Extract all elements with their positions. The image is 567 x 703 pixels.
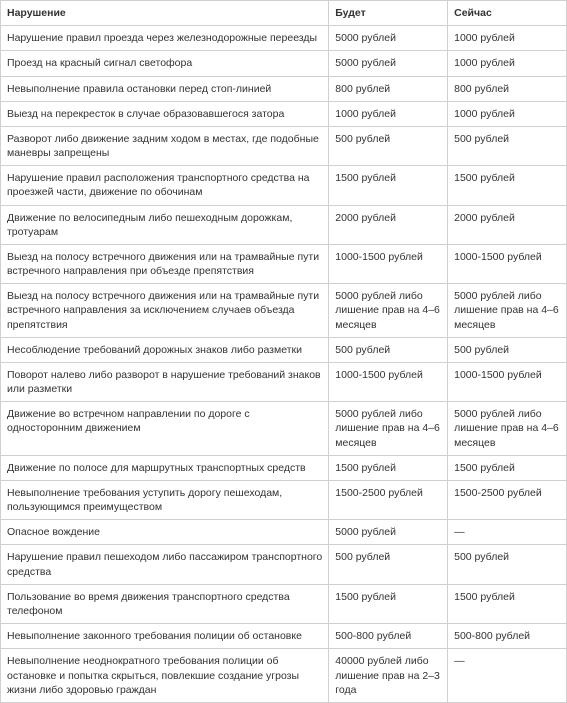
- cell-now: —: [448, 520, 567, 545]
- cell-now: 1500 рублей: [448, 166, 567, 205]
- cell-violation: Нарушение правил проезда через железнодо…: [1, 26, 329, 51]
- cell-now: 500 рублей: [448, 545, 567, 584]
- table-row: Нарушение правил проезда через железнодо…: [1, 26, 567, 51]
- cell-now: 1000 рублей: [448, 101, 567, 126]
- cell-will-be: 5000 рублей: [329, 520, 448, 545]
- cell-now: 1000 рублей: [448, 51, 567, 76]
- cell-violation: Нарушение правил пешеходом либо пассажир…: [1, 545, 329, 584]
- table-row: Невыполнение неоднократного требования п…: [1, 649, 567, 703]
- table-row: Несоблюдение требований дорожных знаков …: [1, 337, 567, 362]
- table-head: Нарушение Будет Сейчас: [1, 1, 567, 26]
- col-now: Сейчас: [448, 1, 567, 26]
- cell-violation: Поворот налево либо разворот в нарушение…: [1, 362, 329, 401]
- cell-will-be: 5000 рублей либо лишение прав на 4–6 мес…: [329, 284, 448, 338]
- table-row: Поворот налево либо разворот в нарушение…: [1, 362, 567, 401]
- cell-violation: Проезд на красный сигнал светофора: [1, 51, 329, 76]
- cell-will-be: 40000 рублей либо лишение прав на 2–3 го…: [329, 649, 448, 703]
- table-row: Проезд на красный сигнал светофора5000 р…: [1, 51, 567, 76]
- table-body: Нарушение правил проезда через железнодо…: [1, 26, 567, 703]
- cell-will-be: 2000 рублей: [329, 205, 448, 244]
- cell-violation: Разворот либо движение задним ходом в ме…: [1, 126, 329, 165]
- table-row: Невыполнение законного требования полици…: [1, 624, 567, 649]
- table-row: Движение во встречном направлении по дор…: [1, 402, 567, 456]
- cell-will-be: 500-800 рублей: [329, 624, 448, 649]
- table-row: Движение по велосипедным либо пешеходным…: [1, 205, 567, 244]
- cell-now: 5000 рублей либо лишение прав на 4–6 мес…: [448, 284, 567, 338]
- cell-violation: Невыполнение правила остановки перед сто…: [1, 76, 329, 101]
- cell-now: 1000-1500 рублей: [448, 362, 567, 401]
- fines-table: Нарушение Будет Сейчас Нарушение правил …: [0, 0, 567, 703]
- cell-violation: Нарушение правил расположения транспортн…: [1, 166, 329, 205]
- table-row: Выезд на полосу встречного движения или …: [1, 284, 567, 338]
- cell-violation: Несоблюдение требований дорожных знаков …: [1, 337, 329, 362]
- table-row: Выезд на перекресток в случае образовавш…: [1, 101, 567, 126]
- cell-will-be: 500 рублей: [329, 126, 448, 165]
- cell-will-be: 1500 рублей: [329, 166, 448, 205]
- cell-violation: Невыполнение требования уступить дорогу …: [1, 480, 329, 519]
- cell-now: 1000-1500 рублей: [448, 244, 567, 283]
- cell-violation: Невыполнение неоднократного требования п…: [1, 649, 329, 703]
- cell-now: 5000 рублей либо лишение прав на 4–6 мес…: [448, 402, 567, 456]
- cell-will-be: 5000 рублей либо лишение прав на 4–6 мес…: [329, 402, 448, 456]
- cell-violation: Выезд на полосу встречного движения или …: [1, 244, 329, 283]
- cell-violation: Невыполнение законного требования полици…: [1, 624, 329, 649]
- table-row: Невыполнение требования уступить дорогу …: [1, 480, 567, 519]
- table-row: Невыполнение правила остановки перед сто…: [1, 76, 567, 101]
- cell-will-be: 5000 рублей: [329, 26, 448, 51]
- cell-will-be: 800 рублей: [329, 76, 448, 101]
- cell-now: 1000 рублей: [448, 26, 567, 51]
- cell-violation: Выезд на перекресток в случае образовавш…: [1, 101, 329, 126]
- cell-will-be: 1500-2500 рублей: [329, 480, 448, 519]
- cell-will-be: 500 рублей: [329, 545, 448, 584]
- cell-violation: Опасное вождение: [1, 520, 329, 545]
- cell-now: 500 рублей: [448, 126, 567, 165]
- cell-violation: Движение по велосипедным либо пешеходным…: [1, 205, 329, 244]
- table-row: Движение по полосе для маршрутных трансп…: [1, 455, 567, 480]
- cell-will-be: 5000 рублей: [329, 51, 448, 76]
- table-row: Нарушение правил пешеходом либо пассажир…: [1, 545, 567, 584]
- cell-now: 500 рублей: [448, 337, 567, 362]
- cell-will-be: 1000 рублей: [329, 101, 448, 126]
- cell-will-be: 1000-1500 рублей: [329, 244, 448, 283]
- table-row: Нарушение правил расположения транспортн…: [1, 166, 567, 205]
- table-row: Выезд на полосу встречного движения или …: [1, 244, 567, 283]
- cell-now: 1500 рублей: [448, 455, 567, 480]
- cell-now: —: [448, 649, 567, 703]
- table-row: Разворот либо движение задним ходом в ме…: [1, 126, 567, 165]
- header-row: Нарушение Будет Сейчас: [1, 1, 567, 26]
- cell-will-be: 1500 рублей: [329, 455, 448, 480]
- cell-will-be: 500 рублей: [329, 337, 448, 362]
- cell-now: 2000 рублей: [448, 205, 567, 244]
- col-violation: Нарушение: [1, 1, 329, 26]
- col-will-be: Будет: [329, 1, 448, 26]
- cell-now: 1500-2500 рублей: [448, 480, 567, 519]
- table-row: Опасное вождение5000 рублей—: [1, 520, 567, 545]
- cell-violation: Движение по полосе для маршрутных трансп…: [1, 455, 329, 480]
- cell-violation: Выезд на полосу встречного движения или …: [1, 284, 329, 338]
- cell-violation: Движение во встречном направлении по дор…: [1, 402, 329, 456]
- cell-now: 800 рублей: [448, 76, 567, 101]
- cell-will-be: 1000-1500 рублей: [329, 362, 448, 401]
- cell-now: 500-800 рублей: [448, 624, 567, 649]
